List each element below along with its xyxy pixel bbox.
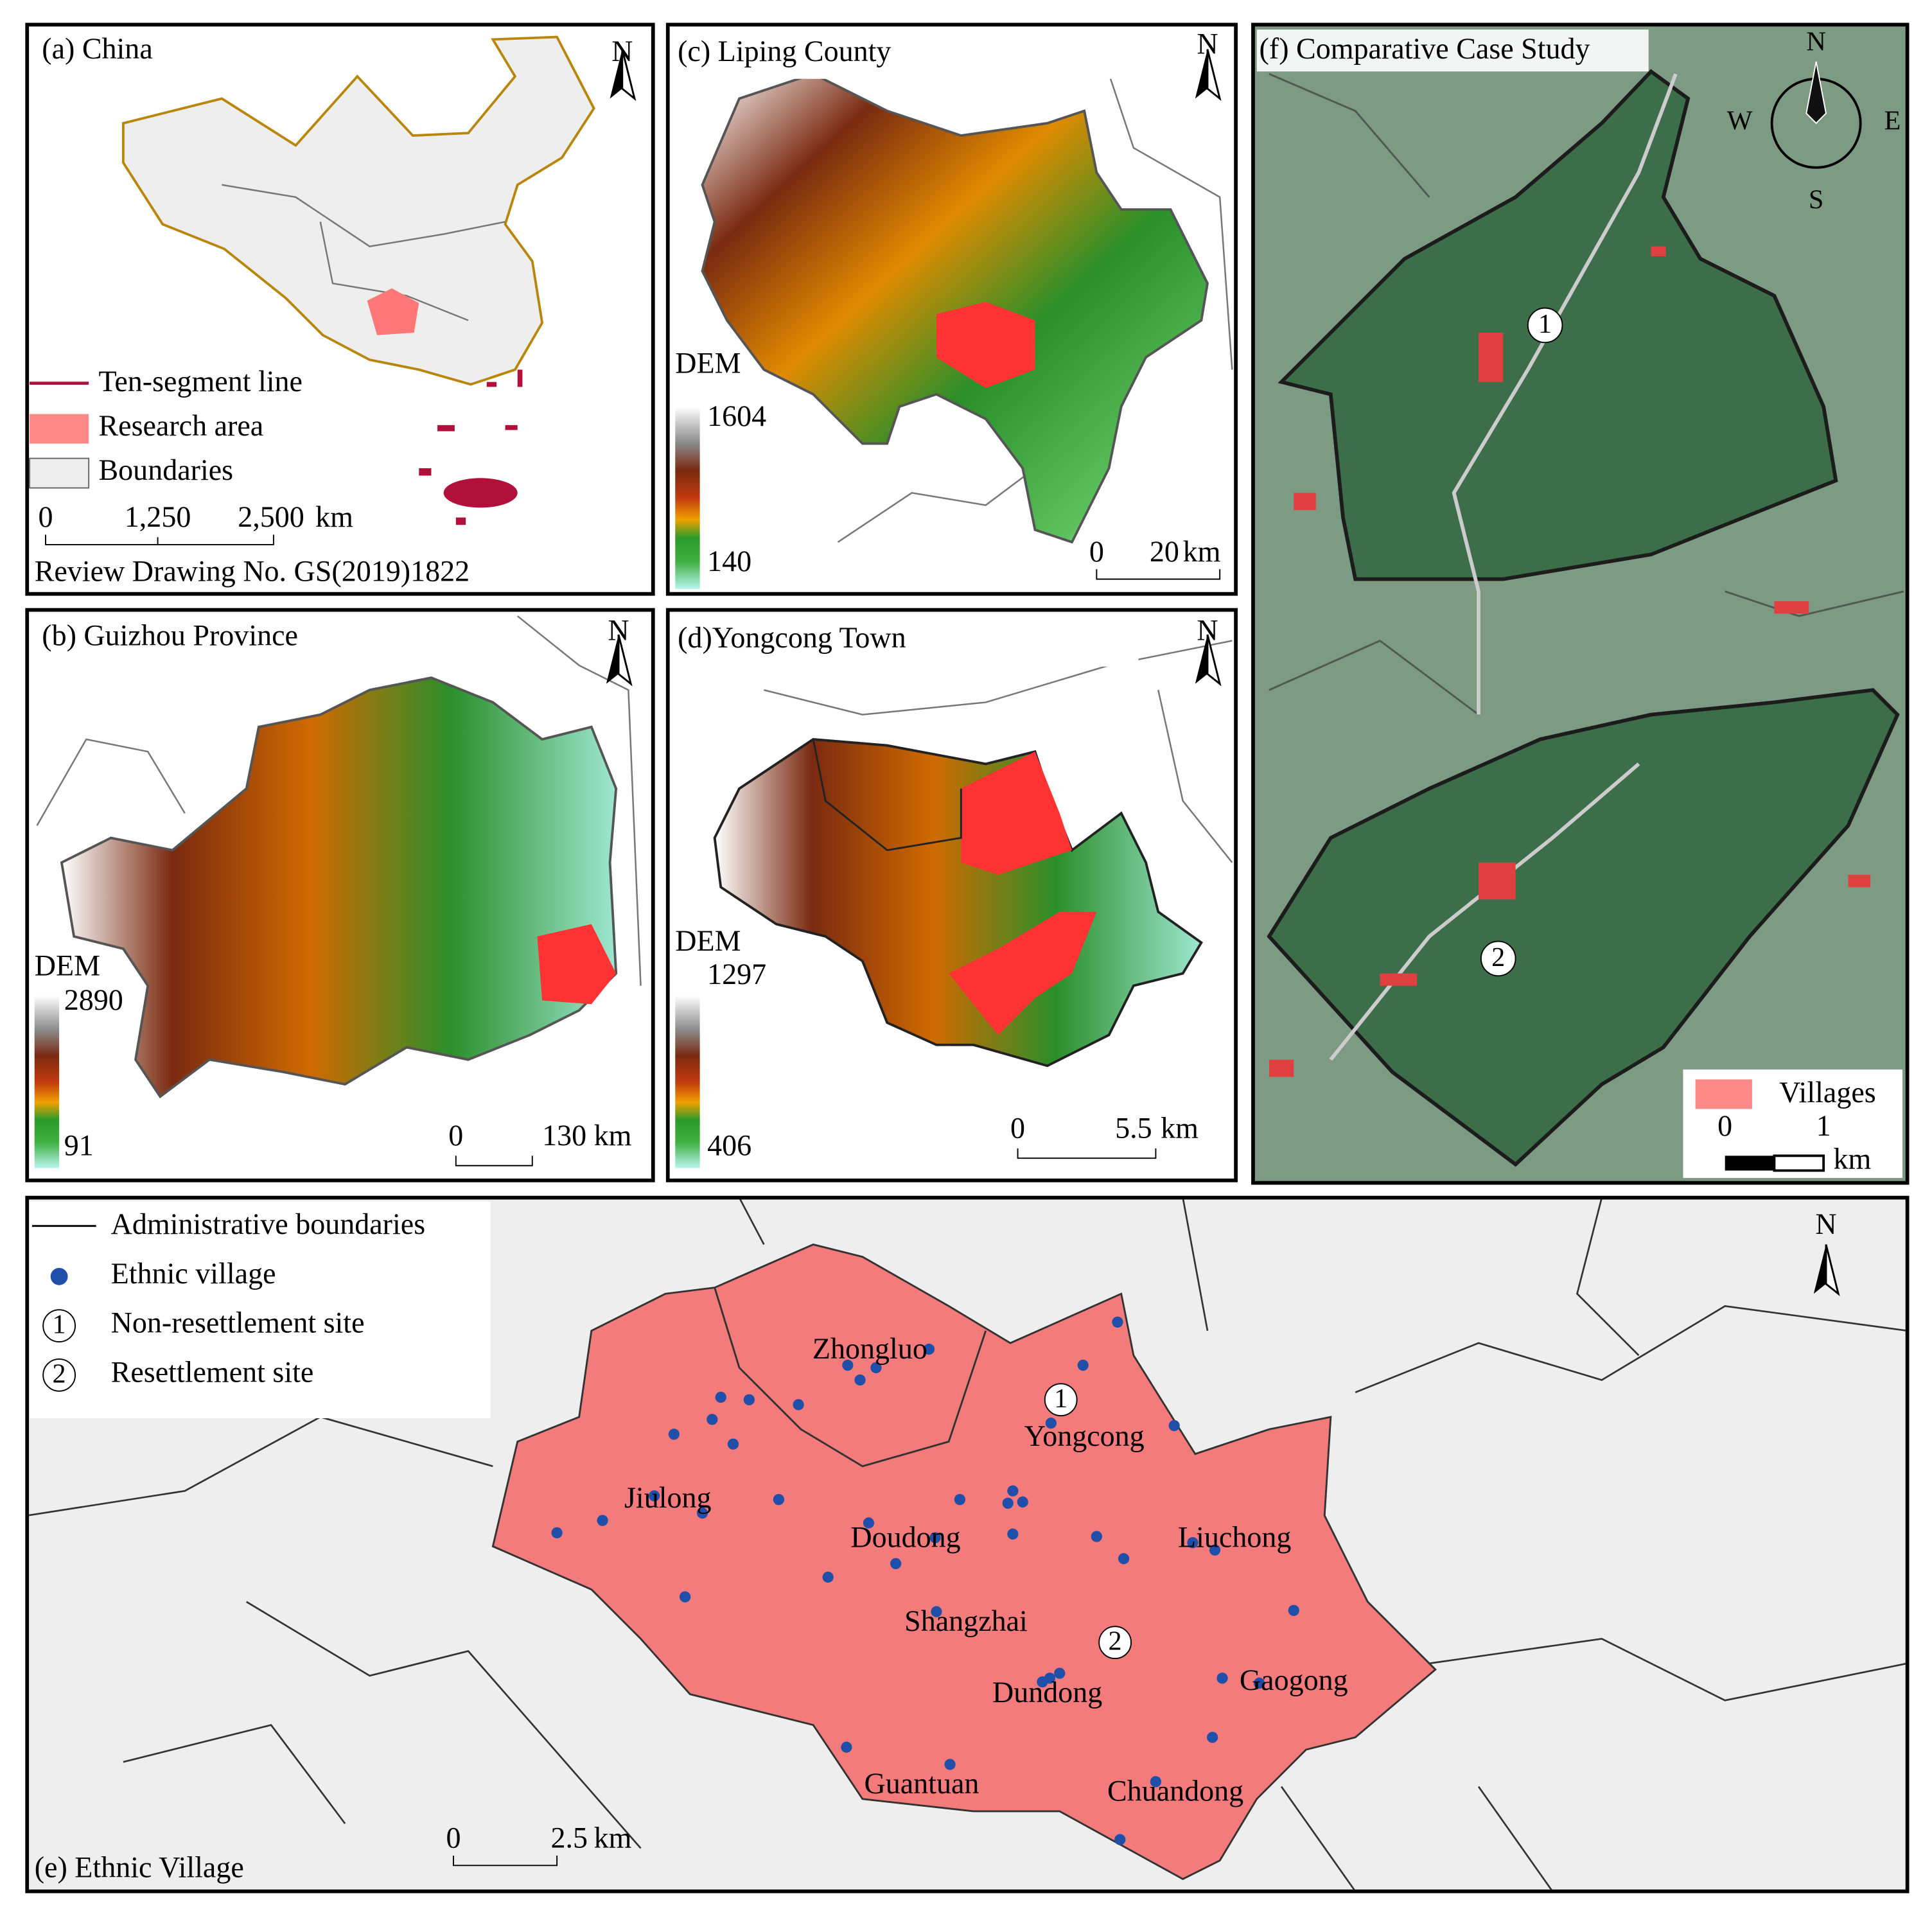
dem-max: 1604 bbox=[707, 400, 766, 432]
panel-b: (b) Guizhou Province N DEM 2890 91 0 130… bbox=[25, 608, 655, 1182]
panel-title: (b) Guizhou Province bbox=[42, 619, 298, 651]
panel-d: (d)Yongcong Town N DEM 1297 406 0 5.5 km bbox=[665, 608, 1238, 1182]
scale-unit: km bbox=[1834, 1143, 1872, 1175]
compass: N E S W bbox=[1727, 27, 1901, 215]
north-label: N bbox=[1197, 27, 1218, 60]
legend-label: Ten-segment line bbox=[98, 365, 303, 398]
compass-e: E bbox=[1884, 106, 1901, 136]
panel-c: (c) Liping County N DEM 1604 140 0 20 km bbox=[665, 22, 1238, 596]
north-label: N bbox=[1197, 614, 1218, 647]
scale-unit: km bbox=[1161, 1112, 1199, 1145]
review-note: Review Drawing No. GS(2019)1822 bbox=[35, 555, 470, 588]
town-label: Doudong bbox=[850, 1520, 960, 1553]
dem-min: 91 bbox=[64, 1129, 94, 1161]
legend-label: Research area bbox=[98, 409, 263, 442]
scale-label: 5.5 bbox=[1115, 1112, 1152, 1145]
scale-unit: km bbox=[594, 1822, 632, 1854]
site-marker: 2 bbox=[1109, 1626, 1122, 1657]
compass-s: S bbox=[1809, 184, 1823, 215]
town-label: Guantuan bbox=[864, 1767, 979, 1800]
town-label: Gaogong bbox=[1240, 1664, 1348, 1696]
scale-label: 2,500 bbox=[238, 500, 304, 533]
legend-symbol: 2 bbox=[53, 1358, 66, 1389]
town-label: Jiulong bbox=[624, 1481, 712, 1514]
scale-label: 2.5 bbox=[551, 1822, 588, 1854]
dem-max: 2890 bbox=[64, 983, 123, 1016]
legend-symbol: 1 bbox=[53, 1310, 66, 1340]
panel-a: N (a) China Ten-segment line Research ar… bbox=[25, 22, 655, 596]
scale-label: 1,250 bbox=[125, 500, 191, 533]
site-marker: 1 bbox=[1054, 1384, 1067, 1414]
scale-label: 0 bbox=[1717, 1109, 1732, 1142]
scale-label: 0 bbox=[1089, 535, 1104, 568]
scale-unit: km bbox=[315, 500, 353, 533]
compass-n: N bbox=[1806, 27, 1825, 57]
scale-label: 0 bbox=[448, 1119, 463, 1152]
scale-label: 1 bbox=[1816, 1109, 1831, 1142]
scale-label: 0 bbox=[39, 500, 53, 533]
panel-title: (e) Ethnic Village bbox=[35, 1851, 244, 1884]
legend-label: Boundaries bbox=[98, 453, 233, 486]
legend-label: Non-resettlement site bbox=[111, 1306, 365, 1339]
north-label: N bbox=[611, 35, 633, 67]
site-marker: 2 bbox=[1491, 942, 1505, 972]
town-label: Zhongluo bbox=[812, 1332, 927, 1365]
town-label: Chuandong bbox=[1107, 1775, 1243, 1807]
dem-min: 140 bbox=[707, 545, 751, 577]
legend-label: Villages bbox=[1779, 1076, 1876, 1109]
village-dots bbox=[551, 1316, 1299, 1845]
town-label: Liuchong bbox=[1178, 1520, 1291, 1553]
dem-label: DEM bbox=[35, 949, 100, 981]
compass-w: W bbox=[1727, 106, 1753, 136]
scale-label: 20 bbox=[1150, 535, 1179, 568]
site-marker: 1 bbox=[1538, 309, 1552, 339]
scale-label: 130 bbox=[542, 1119, 586, 1152]
scale-label: 0 bbox=[1010, 1112, 1025, 1145]
panel-title: (c) Liping County bbox=[678, 35, 891, 67]
town-label: Yongcong bbox=[1024, 1419, 1145, 1452]
town-label: Dundong bbox=[992, 1676, 1102, 1709]
dem-label: DEM bbox=[675, 346, 741, 379]
legend-label: Resettlement site bbox=[111, 1355, 314, 1388]
panel-title: (d)Yongcong Town bbox=[678, 621, 906, 654]
scale-unit: km bbox=[594, 1119, 632, 1152]
north-label: N bbox=[1815, 1208, 1836, 1240]
panel-e: Zhongluo Yongcong Jiulong Doudong Liucho… bbox=[25, 1195, 1910, 1894]
dem-max: 1297 bbox=[707, 958, 766, 990]
scale-label: 0 bbox=[446, 1822, 461, 1854]
dem-label: DEM bbox=[675, 924, 741, 957]
scale-unit: km bbox=[1183, 535, 1221, 568]
panel-title: (f) Comparative Case Study bbox=[1260, 32, 1590, 65]
north-label: N bbox=[608, 614, 629, 647]
legend-label: Administrative boundaries bbox=[111, 1208, 425, 1240]
legend-label: Ethnic village bbox=[111, 1257, 276, 1290]
panel-title: (a) China bbox=[42, 32, 153, 65]
panel-f: (f) Comparative Case Study N E S W 1 2 V… bbox=[1251, 22, 1910, 1185]
dem-min: 406 bbox=[707, 1129, 751, 1161]
town-label: Shangzhai bbox=[904, 1604, 1028, 1637]
